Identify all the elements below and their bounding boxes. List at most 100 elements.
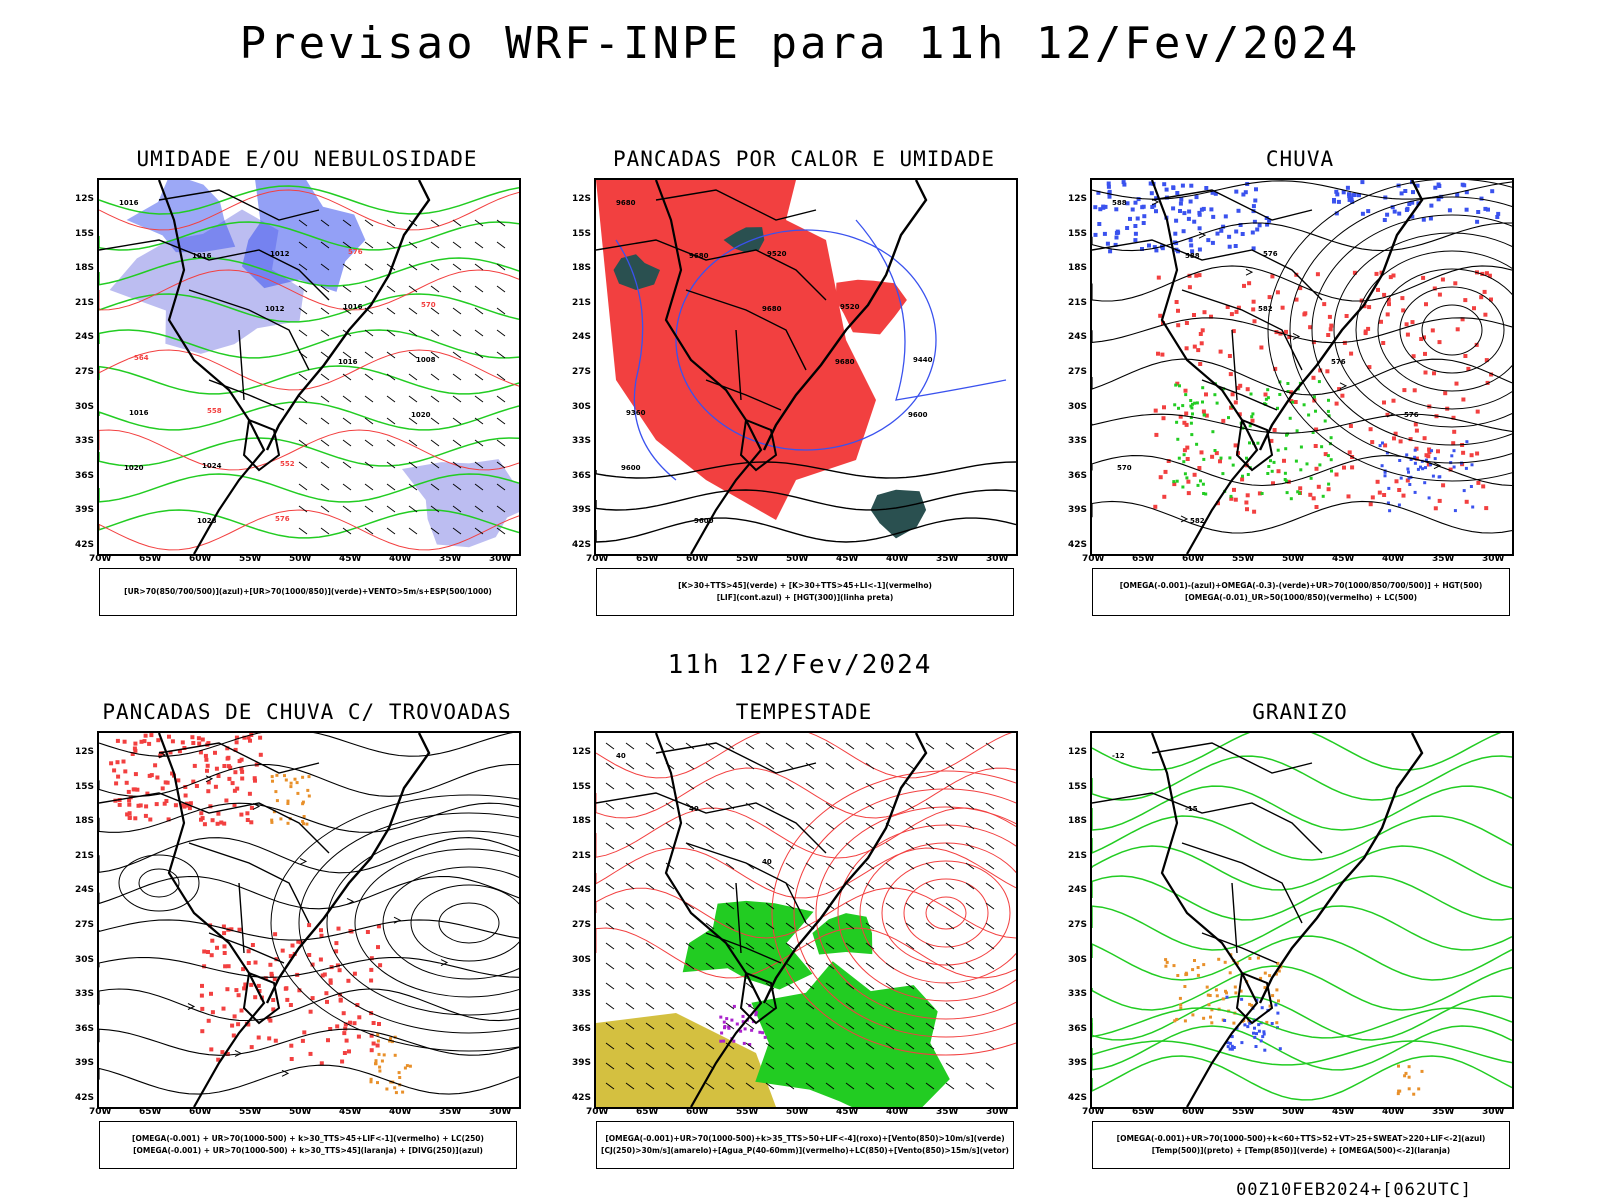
field-speck — [1421, 467, 1425, 471]
lon-tick-label: 45W — [1332, 1107, 1355, 1117]
field-speck — [1174, 300, 1179, 304]
field-speck — [1430, 449, 1433, 453]
field-speck — [1293, 400, 1298, 404]
wind-vector — [496, 527, 506, 535]
field-speck — [357, 1015, 362, 1020]
wind-vector — [785, 962, 795, 970]
field-speck — [1224, 989, 1227, 993]
wind-vector — [945, 962, 955, 970]
field-speck — [1133, 231, 1138, 236]
field-speck — [389, 1036, 393, 1040]
field-speck — [1205, 985, 1209, 989]
field-speck — [247, 791, 252, 796]
wind-vector — [945, 982, 955, 990]
field-speck — [202, 822, 207, 827]
field-speck — [1484, 358, 1489, 363]
field-speck — [318, 957, 323, 962]
field-speck — [322, 972, 327, 977]
contour-label: 582 — [1258, 305, 1273, 313]
contour-line — [99, 1028, 519, 1056]
contour-line — [99, 189, 519, 231]
wind-vector — [452, 241, 462, 249]
field-speck — [273, 932, 278, 937]
wind-vector — [430, 285, 440, 293]
field-speck — [1419, 337, 1424, 341]
field-speck — [1460, 317, 1465, 322]
lat-tick-label: 36S — [1068, 470, 1088, 481]
field-speck — [1314, 427, 1319, 432]
field-speck — [1452, 449, 1456, 453]
field-speck — [1376, 287, 1380, 292]
legend-line: [OMEGA(-0.001) + UR>70(1000-500) + k>30_… — [132, 1134, 484, 1143]
field-speck — [1248, 1002, 1252, 1006]
field-speck — [1227, 354, 1232, 358]
field-speck — [1130, 207, 1135, 212]
field-speck — [1342, 340, 1347, 345]
lat-tick-label: 27S — [1068, 367, 1088, 377]
field-speck — [289, 1057, 294, 1061]
field-speck — [1175, 479, 1179, 483]
field-speck — [1405, 478, 1410, 483]
legend-line: [LIF](cont.azul) + [HGT(300)](linha pret… — [716, 593, 894, 602]
wind-vector — [845, 922, 855, 930]
field-speck — [188, 801, 193, 806]
field-speck — [220, 1050, 225, 1055]
field-speck — [334, 941, 339, 946]
lon-tick-label: 30W — [986, 1107, 1009, 1117]
field-speck — [1311, 375, 1316, 380]
wind-vector — [965, 822, 975, 830]
field-speck — [1240, 232, 1245, 236]
field-speck — [403, 1066, 407, 1070]
field-speck — [132, 746, 137, 751]
wind-vector — [625, 822, 635, 830]
field-speck — [1412, 388, 1417, 393]
wind-vector — [985, 882, 995, 890]
wind-vector — [885, 1002, 895, 1010]
streamline-arrow — [440, 959, 449, 966]
lat-tick-label: 18S — [572, 816, 592, 827]
field-speck — [1192, 219, 1197, 224]
wind-vector — [865, 1002, 875, 1010]
field-speck — [1479, 295, 1484, 300]
field-speck — [1387, 302, 1391, 307]
contour-line — [925, 896, 967, 930]
wind-vector — [765, 1002, 775, 1010]
field-speck — [1326, 454, 1330, 458]
field-speck — [1178, 996, 1182, 1000]
wind-vector — [605, 922, 615, 930]
field-speck — [335, 1024, 340, 1029]
streamline-arrow — [393, 916, 402, 924]
wind-vector — [705, 1022, 715, 1030]
wind-vector — [625, 802, 635, 810]
contour-label: 1020 — [124, 464, 144, 472]
wind-vector — [605, 762, 615, 770]
wind-vector — [342, 483, 352, 491]
field-speck — [256, 983, 261, 988]
field-speck — [328, 980, 333, 985]
field-speck — [1405, 332, 1410, 337]
field-speck — [341, 1011, 346, 1016]
wind-vector — [805, 762, 815, 770]
field-speck — [325, 999, 329, 1004]
field-speck — [1254, 1045, 1258, 1048]
field-speck — [1108, 249, 1113, 254]
field-speck — [138, 803, 143, 808]
field-speck — [1496, 211, 1501, 216]
border-uruguay — [242, 971, 281, 1025]
field-speck — [1189, 243, 1194, 248]
field-speck — [1225, 305, 1230, 309]
lon-tick-label: 35W — [936, 1107, 959, 1117]
wind-vector — [765, 762, 775, 770]
field-speck — [1093, 205, 1098, 210]
field-speck — [1423, 351, 1427, 356]
field-speck — [1447, 208, 1452, 213]
field-speck — [295, 781, 299, 785]
wind-vector — [725, 982, 735, 990]
field-speck — [257, 989, 262, 993]
field-speck — [239, 1008, 244, 1013]
wind-vector — [452, 329, 462, 337]
field-speck — [1267, 218, 1272, 223]
lat-tick-label: 39S — [75, 505, 95, 516]
field-speck — [202, 949, 207, 954]
field-speck — [1178, 209, 1182, 213]
